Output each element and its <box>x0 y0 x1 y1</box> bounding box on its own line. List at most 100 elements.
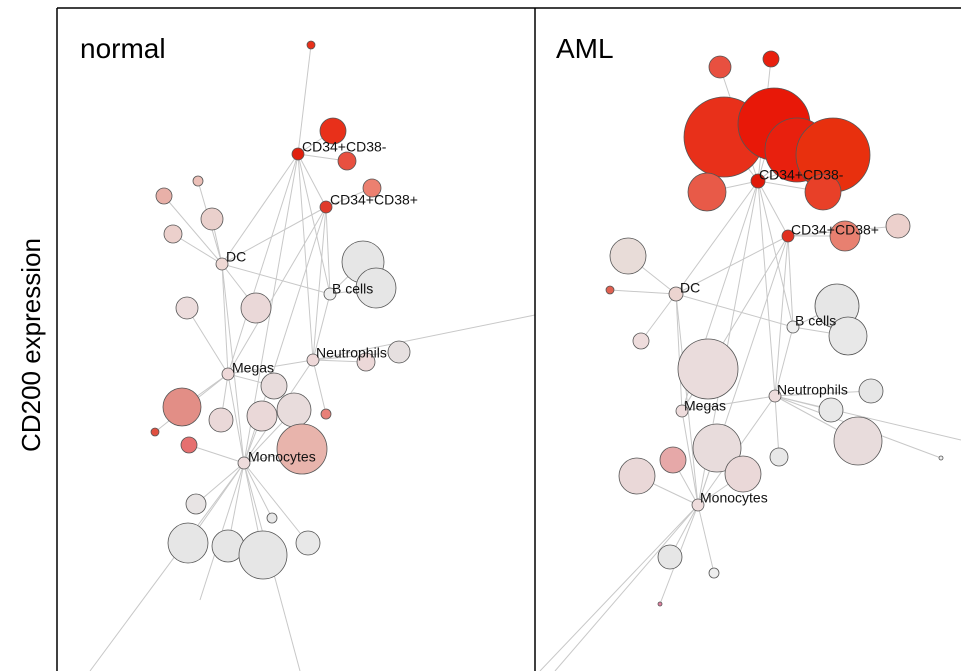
edge <box>787 235 794 328</box>
node <box>319 200 333 214</box>
edge <box>89 462 245 671</box>
node <box>828 316 868 356</box>
edge <box>312 293 331 361</box>
nodes <box>150 40 944 607</box>
node <box>155 187 173 205</box>
edge <box>757 180 776 397</box>
edge <box>163 195 223 265</box>
node <box>356 352 376 372</box>
node <box>362 178 382 198</box>
node <box>609 237 647 275</box>
node <box>618 457 656 495</box>
node <box>276 392 312 428</box>
edge <box>675 180 759 295</box>
node <box>768 389 782 403</box>
edge <box>774 326 794 397</box>
edge <box>297 153 327 208</box>
panel-title: AML <box>556 33 614 64</box>
node <box>162 387 202 427</box>
node <box>221 367 235 381</box>
node <box>708 55 732 79</box>
edge <box>227 206 327 375</box>
edge <box>243 462 309 544</box>
node <box>323 287 337 301</box>
node-label: CD34+CD38+ <box>330 192 418 208</box>
node <box>163 224 183 244</box>
edge <box>554 504 699 671</box>
edge <box>221 263 229 375</box>
node <box>938 455 944 461</box>
node-label: B cells <box>332 281 373 297</box>
node <box>237 456 251 470</box>
node <box>319 117 347 145</box>
node <box>387 340 411 364</box>
node <box>668 286 684 302</box>
edge <box>675 293 683 412</box>
node <box>208 407 234 433</box>
node-label: Megas <box>684 398 726 414</box>
node-label: Monocytes <box>700 490 768 506</box>
node <box>659 446 687 474</box>
edge <box>774 395 780 458</box>
edge <box>221 263 331 295</box>
edge <box>312 314 536 361</box>
node <box>687 172 727 212</box>
node <box>605 285 615 295</box>
edge <box>681 410 699 506</box>
node <box>185 493 207 515</box>
edge <box>221 263 245 464</box>
node <box>858 378 884 404</box>
node <box>150 427 160 437</box>
edge <box>697 504 715 574</box>
labels: CD34+CD38- CD34+CD38+ DC B cells Neutrophils… <box>226 139 879 506</box>
edge <box>757 180 794 328</box>
node-label: CD34+CD38+ <box>791 222 879 238</box>
edge <box>609 289 677 295</box>
node-label: Monocytes <box>248 449 316 465</box>
node <box>750 173 766 189</box>
node <box>260 372 288 400</box>
node <box>276 423 328 475</box>
edge <box>227 373 245 464</box>
node <box>200 207 224 231</box>
node <box>291 147 305 161</box>
node <box>786 320 800 334</box>
node <box>246 400 278 432</box>
edge <box>312 351 400 361</box>
node-label: DC <box>226 249 246 265</box>
node <box>818 397 844 423</box>
edge <box>195 462 245 505</box>
edge <box>675 293 699 506</box>
edge <box>675 235 789 295</box>
panel-title: normal <box>80 33 166 64</box>
edge <box>539 504 699 671</box>
edge <box>774 395 961 441</box>
edge <box>774 390 872 397</box>
edge <box>188 444 245 464</box>
edge <box>227 359 314 375</box>
node-label: CD34+CD38- <box>759 167 844 183</box>
edge <box>681 395 776 412</box>
node <box>833 416 883 466</box>
node <box>266 512 278 524</box>
edge <box>774 235 789 397</box>
node <box>355 267 397 309</box>
node <box>320 408 332 420</box>
node <box>829 220 861 252</box>
node <box>657 544 683 570</box>
edge <box>221 153 299 265</box>
edge <box>221 206 327 265</box>
node <box>724 455 762 493</box>
node <box>167 522 209 564</box>
node <box>337 151 357 171</box>
edge <box>312 359 327 415</box>
node <box>708 567 720 579</box>
node <box>885 213 911 239</box>
edge <box>227 153 299 375</box>
edge <box>297 44 312 155</box>
edge <box>243 462 273 519</box>
edge <box>172 233 223 265</box>
node <box>692 423 742 473</box>
edge <box>640 293 677 342</box>
